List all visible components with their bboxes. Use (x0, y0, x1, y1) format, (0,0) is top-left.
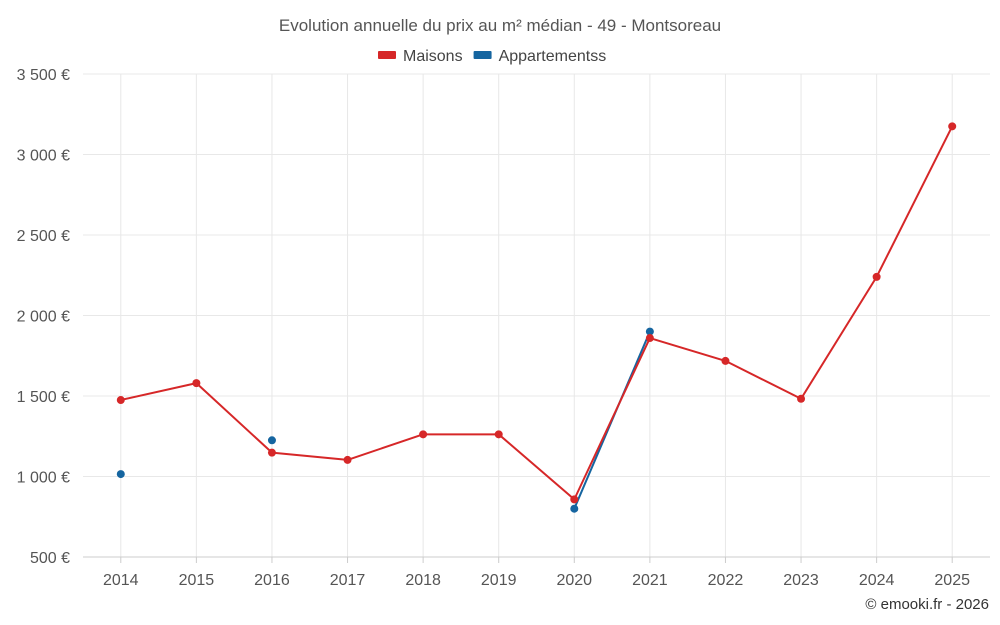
x-tick-label: 2020 (556, 572, 592, 589)
data-point[interactable] (116, 396, 125, 405)
x-axis: 2014 2015 2016 2017 2018 2019 2020 2021 2022 2023… (83, 556, 990, 589)
data-point[interactable] (343, 455, 352, 464)
data-point[interactable] (192, 379, 201, 388)
x-tick-label: 2023 (783, 572, 819, 589)
data-point[interactable] (570, 504, 579, 513)
y-tick-label: 1 000 € (17, 470, 70, 487)
y-tick-label: 2 500 € (17, 228, 70, 245)
x-tick-label: 2024 (859, 572, 895, 589)
x-tick-label: 2014 (103, 572, 139, 589)
data-point[interactable] (645, 327, 654, 336)
legend-swatch (378, 51, 396, 59)
grid (83, 73, 990, 557)
y-tick-label: 3 500 € (17, 67, 70, 84)
data-point[interactable] (116, 470, 125, 479)
legend-item-maisons[interactable]: Maisons (378, 48, 463, 65)
data-point[interactable] (797, 394, 806, 403)
x-tick-label: 2018 (405, 572, 441, 589)
series-line-segment (648, 337, 727, 362)
data-point[interactable] (872, 272, 881, 281)
y-axis: 500 € 1 000 € 1 500 € 2 000 € 2 500 € 3 000 €… (17, 67, 70, 567)
series-line-segment (875, 125, 954, 278)
data-point[interactable] (267, 448, 276, 457)
legend: Maisons Appartementss (378, 48, 606, 65)
credit-text: © emooki.fr - 2026 (865, 596, 989, 613)
series-line-segment (800, 275, 878, 400)
y-tick-label: 2 000 € (17, 309, 70, 326)
x-tick-label: 2019 (481, 572, 517, 589)
x-tick-label: 2022 (708, 572, 744, 589)
series-layer (116, 122, 957, 513)
data-point[interactable] (645, 334, 654, 343)
series-line-segment (573, 337, 651, 501)
x-tick-label: 2021 (632, 572, 668, 589)
y-tick-label: 1 500 € (17, 389, 70, 406)
y-tick-label: 3 000 € (17, 148, 70, 165)
x-tick-label: 2015 (179, 572, 215, 589)
data-point[interactable] (494, 430, 503, 439)
series-line-segment (195, 382, 273, 454)
legend-label: Appartementss (499, 48, 607, 65)
data-point[interactable] (570, 495, 579, 504)
series-maisons (116, 122, 957, 504)
series-line-segment (270, 451, 349, 461)
legend-item-appartementss[interactable]: Appartementss (473, 48, 607, 65)
series-line-segment (497, 433, 576, 501)
legend-swatch (473, 51, 492, 59)
series-appartementss (116, 327, 654, 513)
x-tick-label: 2016 (254, 572, 290, 589)
y-tick-label: 500 € (30, 550, 70, 567)
series-line-segment (119, 382, 198, 402)
data-point[interactable] (948, 122, 957, 131)
x-tick-label: 2025 (934, 572, 970, 589)
chart-title: Evolution annuelle du prix au m² médian … (279, 16, 721, 35)
data-point[interactable] (419, 430, 428, 439)
data-point[interactable] (721, 356, 730, 365)
x-tick-label: 2017 (330, 572, 366, 589)
series-line-segment (346, 433, 425, 461)
series-line-segment (724, 359, 803, 400)
legend-label: Maisons (403, 48, 463, 65)
data-point[interactable] (267, 436, 276, 445)
